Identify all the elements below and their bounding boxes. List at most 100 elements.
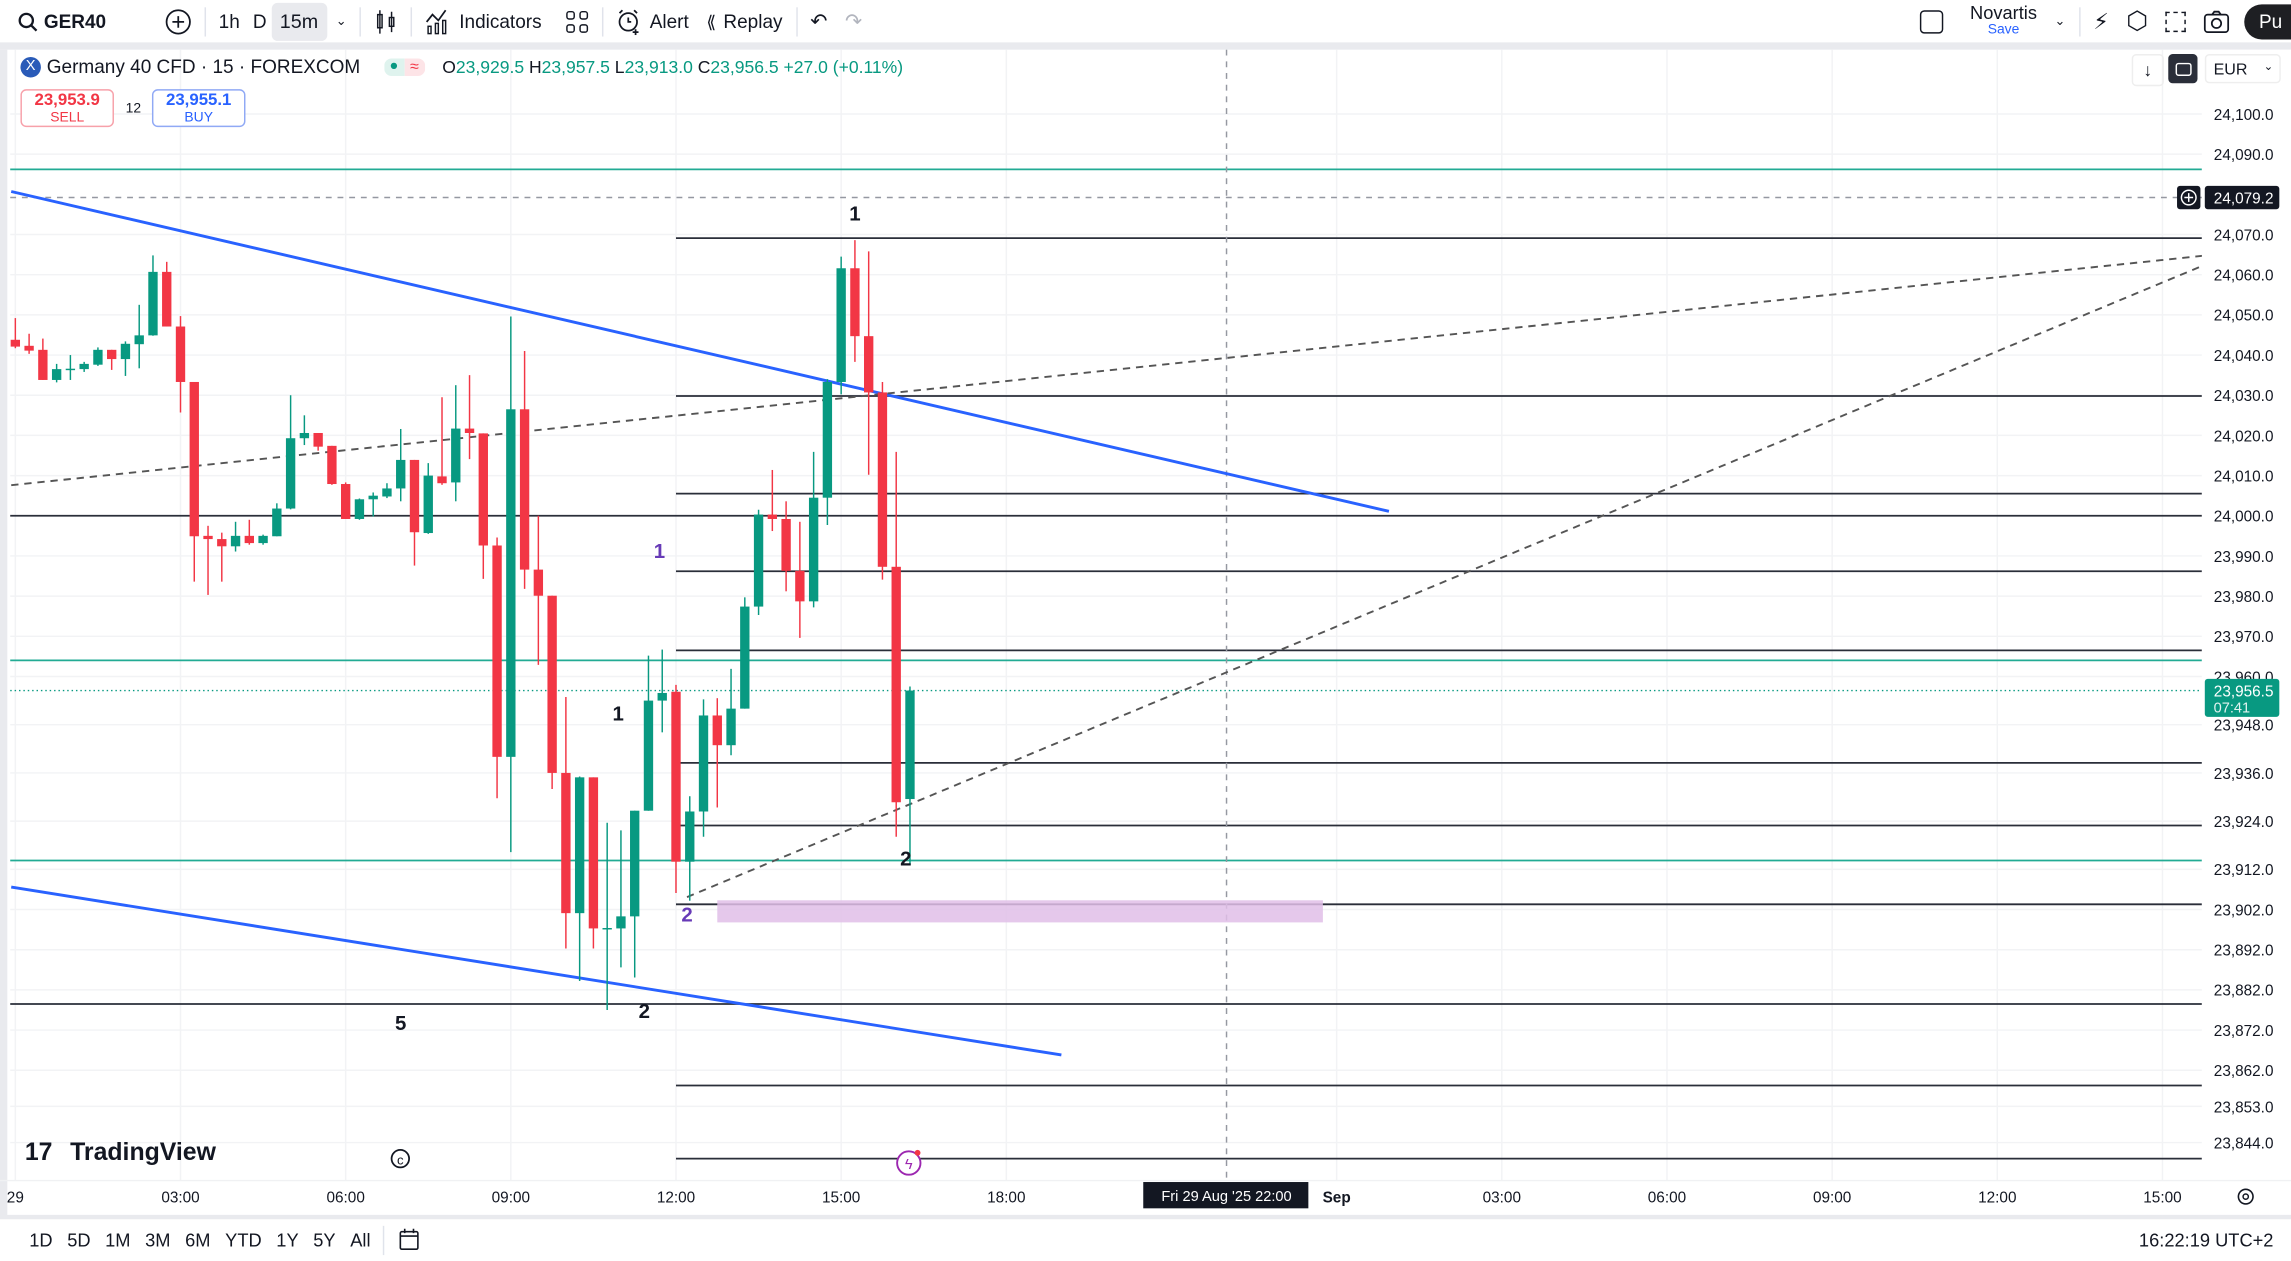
sell-label: SELL [50, 109, 85, 126]
candle-up [698, 715, 709, 812]
alert-button[interactable]: Alert [607, 2, 697, 40]
price-tick-label: 23,862.0 [2214, 1063, 2274, 1080]
interval-1h[interactable]: 1h [218, 10, 240, 33]
candle-down [340, 484, 351, 519]
wave-label: 1 [654, 540, 665, 563]
range-5y[interactable]: 5Y [313, 1230, 336, 1251]
publish-button[interactable]: Pu [2244, 3, 2291, 39]
auto-scale-icon [2175, 62, 2192, 76]
candles [10, 240, 915, 1010]
fullscreen-button[interactable] [2157, 2, 2195, 40]
snapshot-button[interactable] [2195, 2, 2239, 40]
candle-up [120, 343, 131, 360]
range-1y[interactable]: 1Y [276, 1230, 299, 1251]
range-6m[interactable]: 6M [185, 1230, 211, 1251]
layout-name-button[interactable]: Novartis Save [1961, 2, 2046, 40]
templates-button[interactable] [556, 2, 597, 40]
range-1m[interactable]: 1M [105, 1230, 131, 1251]
candle-up [726, 708, 736, 746]
price-tick-label: 23,872.0 [2214, 1023, 2274, 1040]
currency-dropdown[interactable]: EUR ⌄ [2204, 54, 2281, 84]
candle-down [162, 271, 172, 327]
time-tick-label: 15:00 [822, 1189, 860, 1206]
symbol-legend: X Germany 40 CFD · 15 · FOREXCOM ● ≈ O23… [20, 55, 903, 78]
scroll-to-latest-button[interactable]: ↓ [2131, 54, 2164, 87]
trend-lines [10, 190, 2203, 1057]
layout-toggle-button[interactable] [1912, 2, 1953, 40]
price-tick-label: 23,844.0 [2214, 1135, 2274, 1152]
left-panel-edge [0, 49, 8, 1219]
clock-timezone-button[interactable]: 16:22:19 UTC+2 [2138, 1230, 2274, 1251]
interval-15m[interactable]: 15m [271, 2, 327, 41]
candle-down [891, 566, 901, 803]
last-price-badge [2204, 678, 2280, 717]
candle-up [272, 508, 282, 537]
compare-symbol-button[interactable] [156, 2, 200, 40]
time-axis[interactable]: 29 03:00 06:00 09:00 12:00 15:00 18:00 Sep 03:00… [0, 1179, 2291, 1220]
square-icon [1920, 9, 1944, 33]
range-5d[interactable]: 5D [67, 1230, 91, 1251]
symbol-title[interactable]: Germany 40 CFD · 15 · FOREXCOM [46, 55, 361, 78]
range-all[interactable]: All [350, 1230, 371, 1251]
candle-up [753, 514, 764, 607]
auto-scale-button[interactable] [2168, 54, 2198, 84]
range-1d[interactable]: 1D [29, 1230, 53, 1251]
buy-label: BUY [184, 109, 213, 126]
undo-icon: ↶ [810, 8, 828, 33]
alert-label: Alert [649, 10, 689, 33]
search-icon [18, 11, 38, 31]
time-tick-label: 18:00 [987, 1189, 1025, 1206]
price-tick-label: 23,990.0 [2214, 549, 2274, 566]
open-value: 23,929.5 [455, 56, 525, 77]
candle-down [864, 336, 874, 393]
buy-price: 23,955.1 [165, 92, 232, 110]
price-axis[interactable]: 24,100.0 24,090.0 24,070.0 24,060.0 24,050.0… [2201, 49, 2291, 1181]
price-axis-bg [2201, 49, 2291, 1181]
candle-down [767, 514, 778, 519]
settings-button[interactable]: ⬡ [2117, 2, 2156, 40]
top-toolbar: GER40 1h D 15m ⌄ Indicators Alert ⟪ Repl… [0, 0, 2291, 42]
divider [359, 6, 362, 36]
candles-icon [377, 9, 395, 33]
quick-search-button[interactable]: ⚡︎ [2085, 2, 2118, 40]
price-tick-label: 24,020.0 [2214, 428, 2274, 445]
interval-dropdown[interactable]: ⌄ [327, 2, 356, 40]
gear-icon: ⬡ [2126, 6, 2148, 35]
undo-button[interactable]: ↶ [802, 2, 837, 40]
close-label: C [697, 56, 711, 77]
alarm-clock-icon [618, 8, 639, 35]
wave-label: 2 [681, 904, 692, 927]
candle-up [396, 459, 406, 489]
close-value: 23,956.5 [710, 56, 779, 77]
chart-type-button[interactable] [366, 2, 407, 40]
replay-button[interactable]: ⟪ Replay [698, 2, 792, 40]
sell-button[interactable]: 23,953.9 SELL [20, 89, 114, 128]
price-tick-label: 23,882.0 [2214, 983, 2274, 1000]
axis-settings-icon[interactable] [2237, 1188, 2254, 1205]
candle-up [740, 606, 750, 709]
range-ytd[interactable]: YTD [225, 1230, 262, 1251]
layout-dropdown[interactable]: ⌄ [2046, 2, 2075, 40]
candle-down [10, 339, 21, 347]
price-tick-label: 23,936.0 [2214, 766, 2274, 783]
price-tick-label: 24,030.0 [2214, 388, 2274, 405]
redo-button[interactable]: ↷ [836, 2, 871, 40]
events-lightning-icon[interactable]: ϟ [896, 1149, 922, 1176]
support-zone [717, 900, 1323, 923]
axis-overlays: 24,079.2 Fri 29 Aug '25 22:00 23,956.507:4… [1143, 185, 2280, 1209]
dashed-projection-line [686, 264, 2203, 898]
indicators-button[interactable]: Indicators [417, 2, 551, 40]
go-to-date-button[interactable] [388, 1227, 429, 1255]
interval-d[interactable]: D [252, 10, 267, 33]
symbol-search-button[interactable]: GER40 [0, 2, 115, 40]
price-tick-label: 24,010.0 [2214, 468, 2274, 485]
time-tick-label: 12:00 [657, 1189, 695, 1206]
chevron-down-icon: ⌄ [2263, 59, 2274, 74]
market-status-badge[interactable]: ● ≈ [383, 57, 425, 76]
candle-down [175, 326, 186, 382]
buy-button[interactable]: 23,955.1 BUY [151, 89, 246, 128]
range-3m[interactable]: 3M [145, 1230, 171, 1251]
sell-price: 23,953.9 [34, 92, 100, 110]
